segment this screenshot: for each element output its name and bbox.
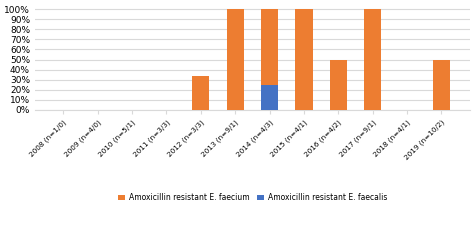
Bar bbox=[295, 9, 312, 110]
Bar bbox=[433, 60, 450, 110]
Bar bbox=[261, 9, 278, 110]
Bar bbox=[192, 76, 210, 110]
Bar bbox=[261, 85, 278, 110]
Bar bbox=[227, 9, 244, 110]
Bar bbox=[364, 9, 381, 110]
Legend: Amoxicillin resistant E. faecium, Amoxicillin resistant E. faecalis: Amoxicillin resistant E. faecium, Amoxic… bbox=[115, 190, 390, 205]
Bar bbox=[330, 60, 347, 110]
